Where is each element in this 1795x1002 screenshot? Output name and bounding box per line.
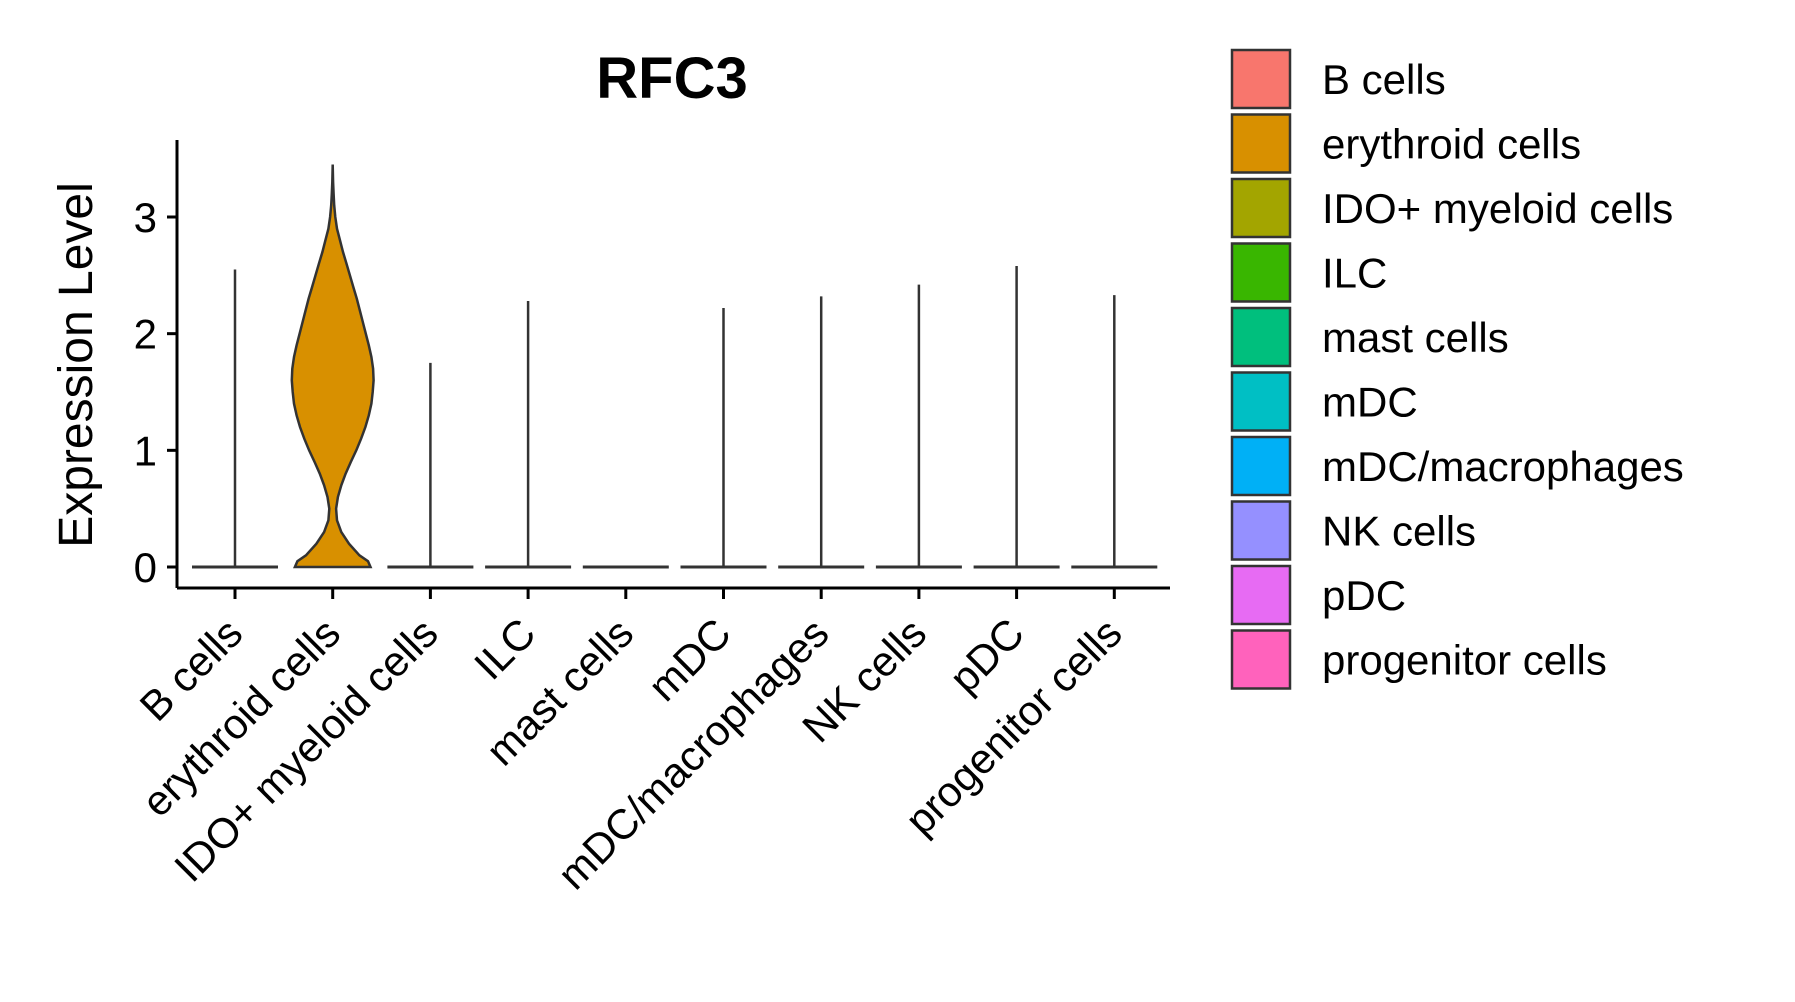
legend-swatch [1230, 242, 1292, 303]
legend-item: mast cells [1230, 306, 1509, 368]
y-axis: 0 1 2 3 [134, 140, 179, 591]
legend-swatch [1230, 306, 1292, 368]
legend-item: mDC/macrophages [1230, 435, 1684, 497]
violin-pdc [973, 266, 1060, 569]
legend-item: mDC [1230, 371, 1418, 432]
violin-nk-cells [875, 284, 962, 569]
legend-label: NK cells [1322, 508, 1476, 555]
violin-mdc-macrophages [778, 296, 865, 569]
legend-swatch [1230, 113, 1292, 174]
violins [192, 164, 1158, 569]
y-tick-label: 1 [134, 427, 157, 474]
legend-swatch [1230, 371, 1292, 432]
legend-swatch [1230, 564, 1292, 626]
violin-ilc [485, 301, 572, 569]
legend-swatch [1230, 177, 1292, 239]
legend-item: erythroid cells [1230, 113, 1581, 174]
violin-b-cells [192, 269, 278, 569]
violin-mdc [680, 308, 767, 569]
legend-swatch [1230, 435, 1292, 497]
y-tick-label: 3 [134, 194, 157, 241]
legend-label: progenitor cells [1322, 637, 1607, 684]
legend-swatch [1230, 48, 1292, 110]
legend-item: IDO+ myeloid cells [1230, 177, 1673, 239]
legend-item: B cells [1230, 48, 1446, 110]
violin-shape [290, 164, 375, 569]
legend-label: mDC/macrophages [1322, 443, 1684, 490]
legend-label: pDC [1322, 572, 1406, 619]
y-tick-label: 0 [134, 544, 157, 591]
legend-item: NK cells [1230, 500, 1476, 561]
y-axis-label: Expression Level [50, 182, 103, 548]
legend-label: IDO+ myeloid cells [1322, 185, 1673, 232]
legend-item: pDC [1230, 564, 1406, 626]
legend: B cells erythroid cells IDO+ myeloid cells… [1230, 48, 1684, 690]
legend-item: progenitor cells [1230, 629, 1607, 690]
chart-title: RFC3 [596, 46, 747, 111]
violin-erythroid-cells [290, 164, 375, 569]
legend-item: ILC [1230, 242, 1387, 303]
y-tick-label: 2 [134, 311, 157, 358]
legend-label: B cells [1322, 56, 1446, 103]
legend-label: mast cells [1322, 314, 1509, 361]
legend-label: mDC [1322, 379, 1418, 426]
legend-swatch [1230, 629, 1292, 690]
legend-label: erythroid cells [1322, 121, 1581, 168]
violin-progenitor-cells [1071, 295, 1158, 569]
legend-label: ILC [1322, 250, 1387, 297]
violin-ido-myeloid-cells [387, 362, 474, 569]
x-tick-label: ILC [465, 609, 544, 688]
legend-swatch [1230, 500, 1292, 561]
